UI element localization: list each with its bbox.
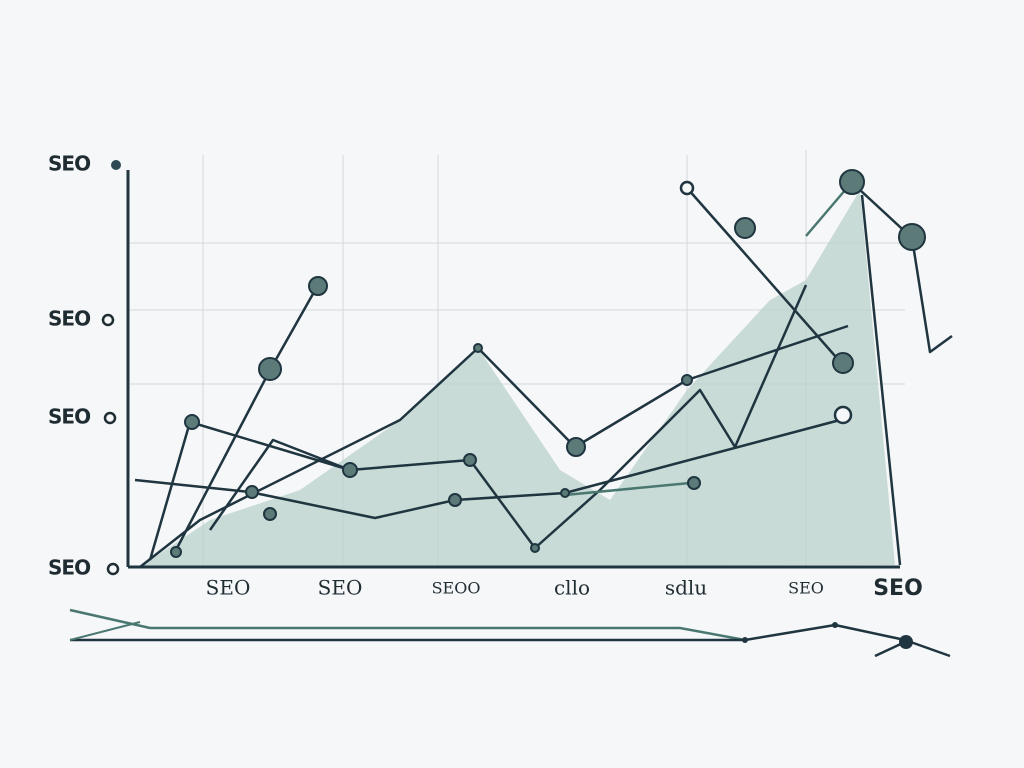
- marker: [898, 223, 926, 251]
- area: [140, 190, 895, 567]
- marker: [566, 437, 586, 457]
- y-labels: SEO SEO SEO SEO: [48, 152, 121, 580]
- line: [686, 187, 844, 366]
- marker: [832, 622, 838, 628]
- marker: [448, 493, 462, 507]
- bullet: [106, 562, 120, 576]
- y-label: SEO: [48, 405, 90, 429]
- y-label: SEO: [48, 556, 90, 580]
- x-label: SEO: [318, 576, 363, 600]
- line: [860, 194, 902, 566]
- x-labels: SEO SEO SEOO cllo sdlu SEO SEO: [206, 576, 923, 602]
- marker: [839, 169, 865, 195]
- x-label: SEO: [873, 576, 923, 601]
- marker: [342, 462, 358, 478]
- line: [208, 438, 351, 531]
- marker: [687, 476, 701, 490]
- line: [859, 189, 953, 354]
- marker: [170, 546, 182, 558]
- markers: [170, 169, 926, 558]
- x-label: SEOO: [432, 579, 481, 598]
- timeline: [69, 608, 951, 658]
- marker: [308, 276, 328, 296]
- marker: [258, 357, 282, 381]
- marker: [473, 343, 483, 353]
- marker: [832, 352, 854, 374]
- line: [134, 418, 841, 520]
- marker: [560, 488, 570, 498]
- line: [70, 623, 951, 658]
- x-label: SEO: [206, 576, 251, 600]
- marker: [245, 485, 259, 499]
- marker: [899, 635, 913, 649]
- x-label: SEO: [788, 579, 824, 598]
- marker: [263, 507, 277, 521]
- marker: [734, 217, 756, 239]
- marker: [679, 180, 695, 196]
- marker: [530, 543, 540, 553]
- bullet: [101, 313, 115, 327]
- bullet: [111, 160, 121, 170]
- x-label: cllo: [554, 576, 590, 600]
- marker: [833, 405, 853, 425]
- y-label: SEO: [48, 307, 90, 331]
- marker: [681, 374, 693, 386]
- marker: [742, 637, 748, 643]
- marker: [463, 453, 477, 467]
- line: [69, 608, 746, 642]
- x-label: sdlu: [665, 576, 707, 600]
- line: [69, 621, 141, 641]
- marker: [184, 414, 200, 430]
- y-label: SEO: [48, 152, 90, 176]
- bullet: [103, 411, 117, 425]
- line: [564, 481, 691, 497]
